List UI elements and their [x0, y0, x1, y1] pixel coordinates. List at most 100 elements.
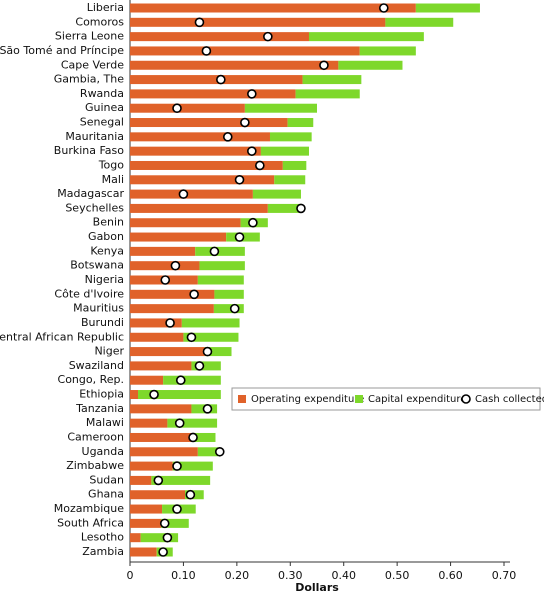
- bar-segment: [130, 504, 163, 514]
- bar-segment: [130, 475, 152, 485]
- dot: [153, 475, 164, 486]
- dot: [165, 318, 175, 328]
- bar-segment: [282, 160, 307, 170]
- dot: [178, 189, 189, 199]
- bar-segment: [130, 490, 186, 500]
- bar-segment: [308, 32, 424, 42]
- dot: [194, 17, 205, 28]
- bar-segment: [197, 275, 244, 285]
- bar-segment: [191, 361, 221, 371]
- legend-swatch: [238, 395, 246, 403]
- x-tick-label: 0: [127, 569, 134, 582]
- bar-segment: [130, 60, 339, 70]
- y-tick-label: Zimbabwe: [66, 459, 124, 472]
- bar-segment: [130, 232, 227, 242]
- x-tick-label: 0.20: [225, 569, 250, 582]
- bar-segment: [138, 390, 221, 400]
- bar-segment: [130, 132, 270, 142]
- dot: [202, 404, 213, 414]
- y-tick-label: Côte d'Ivoire: [54, 287, 124, 300]
- y-tick-label: Congo, Rep.: [58, 373, 124, 386]
- bar-segment: [130, 289, 215, 299]
- bar-segment: [130, 418, 168, 428]
- y-tick-label: Malawi: [86, 416, 124, 429]
- bar-segment: [385, 17, 454, 27]
- bar-segment: [415, 3, 480, 13]
- bar-segment: [130, 318, 182, 328]
- bar-segment: [274, 175, 306, 185]
- bar-segment: [181, 318, 240, 328]
- y-tick-label: Mozambique: [54, 502, 124, 515]
- dot: [229, 303, 240, 314]
- x-tick-label: 0.10: [171, 569, 196, 582]
- y-tick-label: Guinea: [85, 101, 124, 114]
- dot: [158, 547, 168, 557]
- legend-label: Capital expenditure: [368, 394, 466, 405]
- bar-segment: [172, 461, 213, 471]
- bar-segment: [130, 547, 157, 557]
- bar-segment: [163, 375, 221, 385]
- legend-label: Cash collected: [475, 394, 544, 405]
- bar-segment: [130, 347, 205, 357]
- x-tick-label: 0.30: [278, 569, 303, 582]
- x-tick-label: 0.40: [331, 569, 356, 582]
- dot: [247, 89, 257, 99]
- bar-segment: [197, 447, 219, 457]
- y-tick-label: Uganda: [82, 445, 124, 458]
- dot: [222, 132, 233, 142]
- bar-segment: [130, 3, 416, 13]
- y-tick-label: Burundi: [81, 316, 124, 329]
- y-tick-label: Cape Verde: [61, 58, 124, 71]
- dot: [378, 3, 389, 13]
- x-tick-label: 0.70: [492, 569, 517, 582]
- dot: [263, 31, 273, 42]
- y-tick-label: Seychelles: [65, 201, 124, 214]
- dot: [172, 504, 182, 514]
- dot: [170, 260, 181, 271]
- y-tick-label: Togo: [98, 158, 125, 171]
- legend-label: Operating expenditure: [251, 394, 364, 405]
- y-tick-label: Burkina Faso: [54, 144, 124, 157]
- dot: [296, 203, 306, 214]
- dot: [248, 217, 258, 228]
- bar-segment: [130, 261, 200, 271]
- dot: [247, 146, 257, 156]
- bar-segment: [130, 146, 261, 156]
- y-tick-label: Cameroon: [67, 430, 124, 443]
- dot: [185, 489, 196, 500]
- dot: [240, 117, 250, 128]
- y-tick-label: Mauritania: [65, 130, 124, 143]
- bar-segment: [130, 32, 309, 42]
- bar-segment: [130, 17, 386, 27]
- y-tick-label: Central African Republic: [0, 330, 124, 343]
- y-tick-label: Gambia, The: [54, 73, 124, 86]
- dot: [194, 361, 205, 371]
- bar-segment: [191, 432, 216, 442]
- y-tick-label: Mali: [102, 173, 124, 186]
- legend-box: [231, 387, 541, 411]
- bar-segment: [130, 432, 192, 442]
- bar-segment: [167, 418, 218, 428]
- dot: [188, 432, 198, 443]
- y-tick-label: Sierra Leone: [55, 30, 124, 43]
- dot: [174, 418, 185, 428]
- y-tick-label: Rwanda: [80, 87, 124, 100]
- bar-segment: [267, 203, 303, 213]
- dot: [162, 532, 173, 543]
- x-axis-title: Dollars: [295, 581, 339, 594]
- y-tick-label: São Tomé and Príncipe: [0, 44, 124, 57]
- bar-segment: [183, 332, 239, 342]
- y-tick-label: Madagascar: [57, 187, 124, 200]
- dot: [186, 332, 197, 343]
- bar-segment: [214, 289, 244, 299]
- bar-segment: [151, 475, 211, 485]
- dot: [234, 232, 245, 242]
- dot: [159, 518, 170, 529]
- dot: [216, 74, 226, 85]
- y-tick-label: Sudan: [89, 473, 124, 486]
- bar-segment: [295, 89, 360, 99]
- legend-swatch: [461, 394, 471, 404]
- dot: [209, 246, 220, 257]
- bar-segment: [130, 246, 196, 256]
- bar-segment: [199, 261, 245, 271]
